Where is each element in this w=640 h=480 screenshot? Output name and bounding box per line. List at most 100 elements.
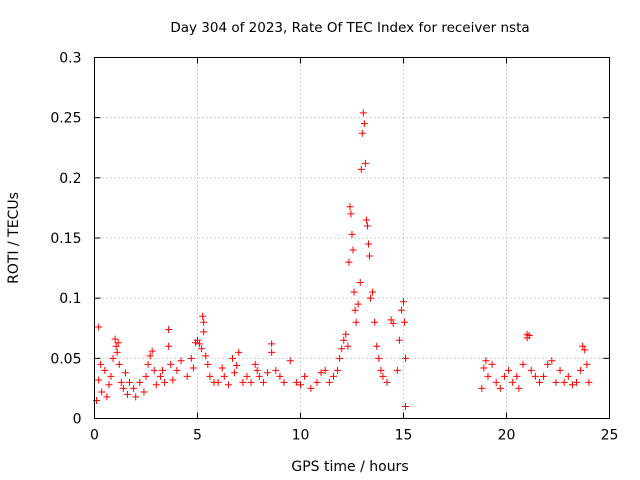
data-point <box>509 378 517 386</box>
data-point <box>95 376 103 384</box>
data-point <box>540 372 548 380</box>
x-tick-label: 5 <box>193 428 202 444</box>
data-point <box>548 357 556 365</box>
data-point <box>206 372 214 380</box>
data-point <box>402 354 410 362</box>
data-point <box>560 378 568 386</box>
data-point <box>156 372 164 380</box>
data-point <box>354 300 362 308</box>
data-point <box>132 393 140 401</box>
data-point <box>389 319 397 327</box>
data-point <box>340 336 348 344</box>
data-point <box>393 366 401 374</box>
data-point <box>488 360 496 368</box>
data-point <box>152 381 160 389</box>
x-tick-label: 0 <box>90 428 99 444</box>
data-point <box>505 366 513 374</box>
data-point <box>583 360 591 368</box>
y-tick-label: 0.1 <box>59 291 81 307</box>
data-point <box>577 366 585 374</box>
data-point <box>150 366 158 374</box>
data-point <box>165 342 173 350</box>
data-point <box>233 362 241 370</box>
data-point <box>402 402 410 410</box>
data-point <box>358 129 366 137</box>
data-point <box>95 323 103 331</box>
data-point <box>325 378 333 386</box>
data-point <box>362 216 370 224</box>
data-point <box>146 352 154 360</box>
data-point <box>496 384 504 392</box>
data-point <box>585 378 593 386</box>
data-point <box>268 348 276 356</box>
data-point <box>136 378 144 386</box>
data-point <box>317 369 325 377</box>
data-point <box>97 360 105 368</box>
data-point <box>177 357 185 365</box>
data-point <box>130 384 138 392</box>
data-point <box>126 378 134 386</box>
data-point <box>344 342 352 350</box>
x-tick-label: 25 <box>601 428 619 444</box>
data-point <box>400 298 407 306</box>
data-point <box>307 384 315 392</box>
data-point <box>173 366 181 374</box>
grid <box>94 57 610 419</box>
data-point <box>373 342 381 350</box>
data-point <box>397 306 405 314</box>
data-point <box>377 366 385 374</box>
data-point <box>527 366 535 374</box>
data-point <box>342 330 350 338</box>
data-point <box>204 360 212 368</box>
data-point <box>189 364 197 372</box>
data-point <box>98 388 106 396</box>
data-point <box>568 381 576 389</box>
data-point <box>247 378 255 386</box>
y-tick-label: 0.15 <box>50 231 81 247</box>
data-point <box>220 372 228 380</box>
data-point <box>196 340 204 348</box>
data-point <box>109 354 117 362</box>
data-point <box>165 325 173 333</box>
data-point <box>194 336 201 344</box>
data-point <box>352 318 360 326</box>
data-point <box>187 354 195 362</box>
data-point <box>366 252 374 260</box>
data-point <box>349 246 357 254</box>
y-tick-label: 0.2 <box>59 171 81 187</box>
data-point <box>500 372 508 380</box>
data-point <box>224 381 232 389</box>
data-point <box>371 318 379 326</box>
data-point <box>552 378 560 386</box>
data-point <box>478 384 486 392</box>
data-point <box>525 331 533 339</box>
data-point <box>113 348 121 356</box>
data-point <box>231 369 239 377</box>
data-point <box>351 306 359 314</box>
data-point <box>482 357 490 365</box>
data-point <box>395 336 403 344</box>
data-point <box>297 381 304 389</box>
data-point <box>292 378 300 386</box>
data-point <box>364 240 372 248</box>
y-tick-label: 0.05 <box>50 351 81 367</box>
data-point <box>123 390 131 398</box>
data-point <box>347 210 355 218</box>
data-point <box>357 165 365 173</box>
data-point <box>348 230 356 238</box>
data-point <box>251 360 259 368</box>
data-point <box>255 372 263 380</box>
data-point <box>334 366 342 374</box>
chart-title: Day 304 of 2023, Rate Of TEC Index for r… <box>170 20 529 36</box>
data-point <box>359 109 367 117</box>
data-point <box>579 342 587 350</box>
data-point <box>200 328 208 336</box>
y-tick-label: 0 <box>73 412 82 428</box>
data-point <box>515 384 523 392</box>
data-point <box>268 340 276 348</box>
axis-ticks: 0 5 10 15 20 25 0 0.05 0.1 0.15 0.2 0.25 0.3 <box>50 51 618 444</box>
data-point <box>142 372 150 380</box>
data-point <box>119 384 127 392</box>
data-point <box>114 339 122 347</box>
